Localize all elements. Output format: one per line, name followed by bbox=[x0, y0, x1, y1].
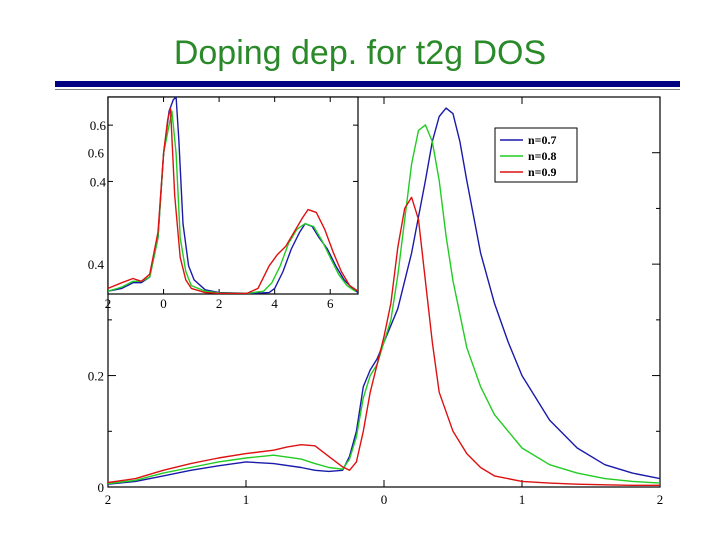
legend-label: n=0.7 bbox=[528, 133, 557, 147]
title-underline-shadow bbox=[55, 89, 680, 90]
inset-chart: 2 0 2 4 6 0.4 0.6 bbox=[90, 96, 359, 311]
slide-title: Doping dep. for t2g DOS bbox=[173, 34, 547, 72]
inset-y-tick-label: 0.6 bbox=[90, 118, 107, 133]
main-x-tick-label: 0 bbox=[381, 492, 388, 507]
main-x-tick-label: 1 bbox=[519, 492, 526, 507]
inset-series-line-n=0.8 bbox=[108, 110, 356, 294]
main-series-line-n=0.8 bbox=[108, 124, 660, 485]
inset-x-tick-label: 4 bbox=[271, 296, 278, 311]
main-x-tick-label: 1 bbox=[243, 492, 250, 507]
main-x-tick-label: 2 bbox=[657, 492, 664, 507]
inset-x-tick-label: 0 bbox=[160, 296, 167, 311]
inset-series-line-n=0.9 bbox=[108, 107, 358, 294]
inset-background bbox=[108, 97, 358, 294]
main-y-tick-label: 0 bbox=[98, 480, 105, 495]
inset-x-tick-label: 2 bbox=[105, 296, 112, 311]
main-y-tick-label: 0.4 bbox=[88, 257, 105, 272]
main-series-line-n=0.9 bbox=[108, 196, 660, 486]
main-y-tick-label: 0.6 bbox=[88, 146, 105, 161]
inset-x-tick-label: 2 bbox=[216, 296, 223, 311]
title-underline bbox=[55, 81, 680, 87]
main-series-line-n=0.7 bbox=[108, 107, 660, 485]
legend: n=0.7 n=0.8 n=0.9 bbox=[494, 127, 578, 183]
legend-label: n=0.8 bbox=[528, 149, 557, 163]
main-y-tick-label: 0.2 bbox=[88, 369, 104, 384]
main-x-tick-label: 2 bbox=[105, 492, 112, 507]
inset-y-tick-label: 0.4 bbox=[90, 174, 107, 189]
legend-box bbox=[494, 127, 578, 183]
legend-label: n=0.9 bbox=[528, 165, 557, 179]
inset-x-tick-label: 6 bbox=[327, 296, 334, 311]
